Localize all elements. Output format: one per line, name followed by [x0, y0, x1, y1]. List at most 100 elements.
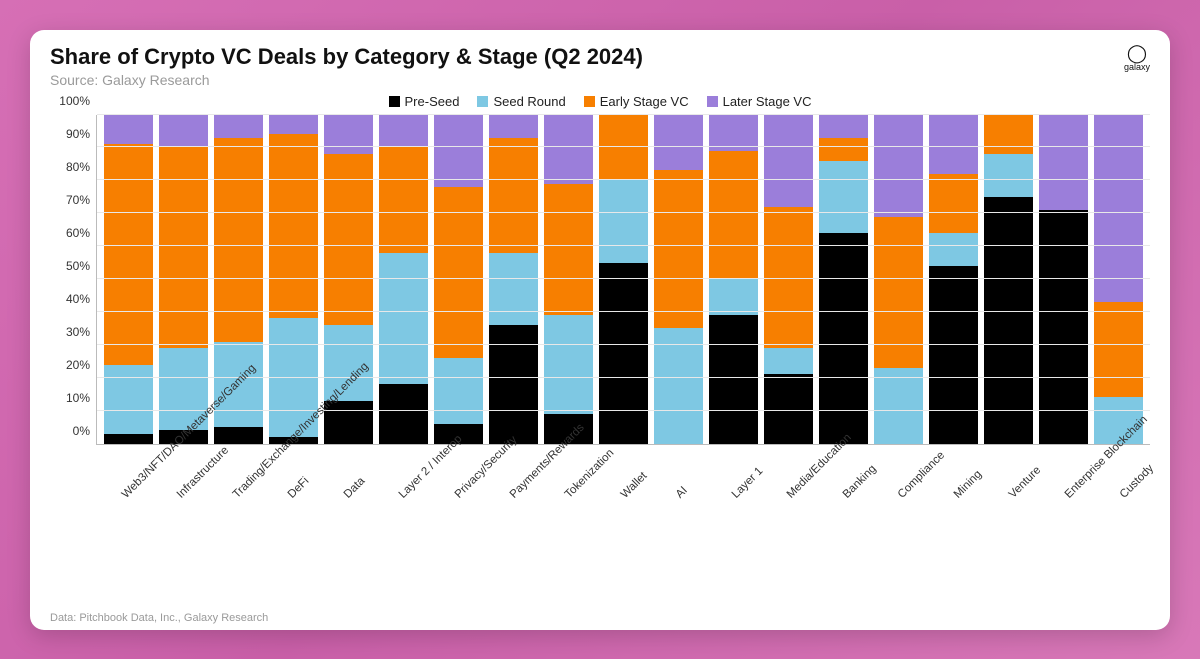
grid-line: [97, 212, 1150, 213]
bar-segment: [324, 115, 373, 154]
x-label: Banking: [817, 482, 872, 622]
bar-segment: [269, 115, 318, 135]
bar-segment: [379, 384, 428, 443]
bar-column: [159, 115, 208, 444]
bar-column: [654, 115, 703, 444]
x-label: Enterprise Blockchain: [1039, 482, 1094, 622]
bar-segment: [104, 365, 153, 434]
grid-line: [97, 114, 1150, 115]
bar-segment: [654, 328, 703, 443]
titles: Share of Crypto VC Deals by Category & S…: [50, 44, 643, 88]
x-label: Privacy/Security: [429, 482, 484, 622]
y-tick: 10%: [66, 391, 90, 405]
x-label: Custody: [1094, 482, 1149, 622]
x-label: Media/Education: [762, 482, 817, 622]
bar-segment: [654, 170, 703, 328]
x-axis-labels: Web3/NFT/DAO/Metaverse/GamingInfrastruct…: [96, 482, 1150, 622]
x-label: Trading/Exchange/Investing/Lending: [207, 482, 262, 622]
x-label: DeFi: [262, 482, 317, 622]
legend-item: Later Stage VC: [707, 94, 812, 109]
y-tick: 0%: [73, 424, 90, 438]
bar-segment: [104, 434, 153, 444]
bar-column: [379, 115, 428, 444]
bar-segment: [489, 138, 538, 253]
bar-segment: [104, 115, 153, 145]
bar-segment: [379, 115, 428, 148]
y-tick: 60%: [66, 226, 90, 240]
bar-segment: [819, 138, 868, 161]
bar-segment: [434, 358, 483, 424]
bar-segment: [709, 151, 758, 279]
bar-segment: [379, 253, 428, 385]
y-tick: 30%: [66, 325, 90, 339]
bar-segment: [544, 115, 593, 184]
bar-segment: [214, 115, 263, 138]
bar-segment: [874, 217, 923, 368]
bar-segment: [874, 115, 923, 217]
bar-segment: [984, 197, 1033, 444]
y-tick: 80%: [66, 160, 90, 174]
x-label: Mining: [928, 482, 983, 622]
bar-segment: [544, 184, 593, 316]
brand-name: galaxy: [1124, 62, 1150, 72]
bar-segment: [1094, 302, 1143, 397]
bar-segment: [599, 180, 648, 262]
bar-segment: [819, 115, 868, 138]
bar-segment: [489, 115, 538, 138]
y-tick: 90%: [66, 127, 90, 141]
x-label: Payments/Rewards: [484, 482, 539, 622]
x-label: Tokenization: [540, 482, 595, 622]
bar-segment: [874, 368, 923, 444]
legend-item: Pre-Seed: [389, 94, 460, 109]
chart-area: 0%10%20%30%40%50%60%70%80%90%100%: [50, 115, 1150, 482]
brand-logo: ◯ galaxy: [1124, 44, 1150, 72]
bar-segment: [489, 253, 538, 325]
bar-segment: [104, 144, 153, 364]
legend-swatch: [707, 96, 718, 107]
bar-column: [819, 115, 868, 444]
x-label: Web3/NFT/DAO/Metaverse/Gaming: [96, 482, 151, 622]
chart-subtitle: Source: Galaxy Research: [50, 72, 643, 88]
bar-segment: [599, 263, 648, 444]
legend-item: Early Stage VC: [584, 94, 689, 109]
galaxy-icon: ◯: [1124, 44, 1150, 62]
bar-segment: [929, 174, 978, 233]
bar-column: [434, 115, 483, 444]
grid-line: [97, 311, 1150, 312]
bar-column: [489, 115, 538, 444]
bar-column: [764, 115, 813, 444]
bar-column: [1039, 115, 1088, 444]
legend-item: Seed Round: [477, 94, 565, 109]
bar-segment: [159, 115, 208, 148]
bar-column: [929, 115, 978, 444]
bar-column: [104, 115, 153, 444]
header: Share of Crypto VC Deals by Category & S…: [50, 44, 1150, 88]
bar-segment: [929, 115, 978, 174]
x-label: Layer 1: [706, 482, 761, 622]
bar-segment: [599, 115, 648, 181]
bar-column: [709, 115, 758, 444]
bar-segment: [434, 115, 483, 187]
legend-label: Later Stage VC: [723, 94, 812, 109]
chart-title: Share of Crypto VC Deals by Category & S…: [50, 44, 643, 70]
bar-segment: [1094, 115, 1143, 303]
grid-line: [97, 245, 1150, 246]
bar-segment: [269, 134, 318, 318]
x-label: Layer 2 / Interop: [373, 482, 428, 622]
bar-segment: [984, 115, 1033, 154]
bar-segment: [159, 147, 208, 348]
legend-swatch: [389, 96, 400, 107]
bar-segment: [929, 266, 978, 444]
y-tick: 40%: [66, 292, 90, 306]
grid-line: [97, 278, 1150, 279]
grid-line: [97, 146, 1150, 147]
bar-column: [1094, 115, 1143, 444]
x-label-text: AI: [674, 484, 690, 500]
bar-column: [544, 115, 593, 444]
y-axis: 0%10%20%30%40%50%60%70%80%90%100%: [50, 115, 96, 445]
x-label: Infrastructure: [151, 482, 206, 622]
footer-source: Data: Pitchbook Data, Inc., Galaxy Resea…: [50, 612, 268, 624]
legend-swatch: [584, 96, 595, 107]
grid-line: [97, 410, 1150, 411]
bar-segment: [764, 115, 813, 207]
